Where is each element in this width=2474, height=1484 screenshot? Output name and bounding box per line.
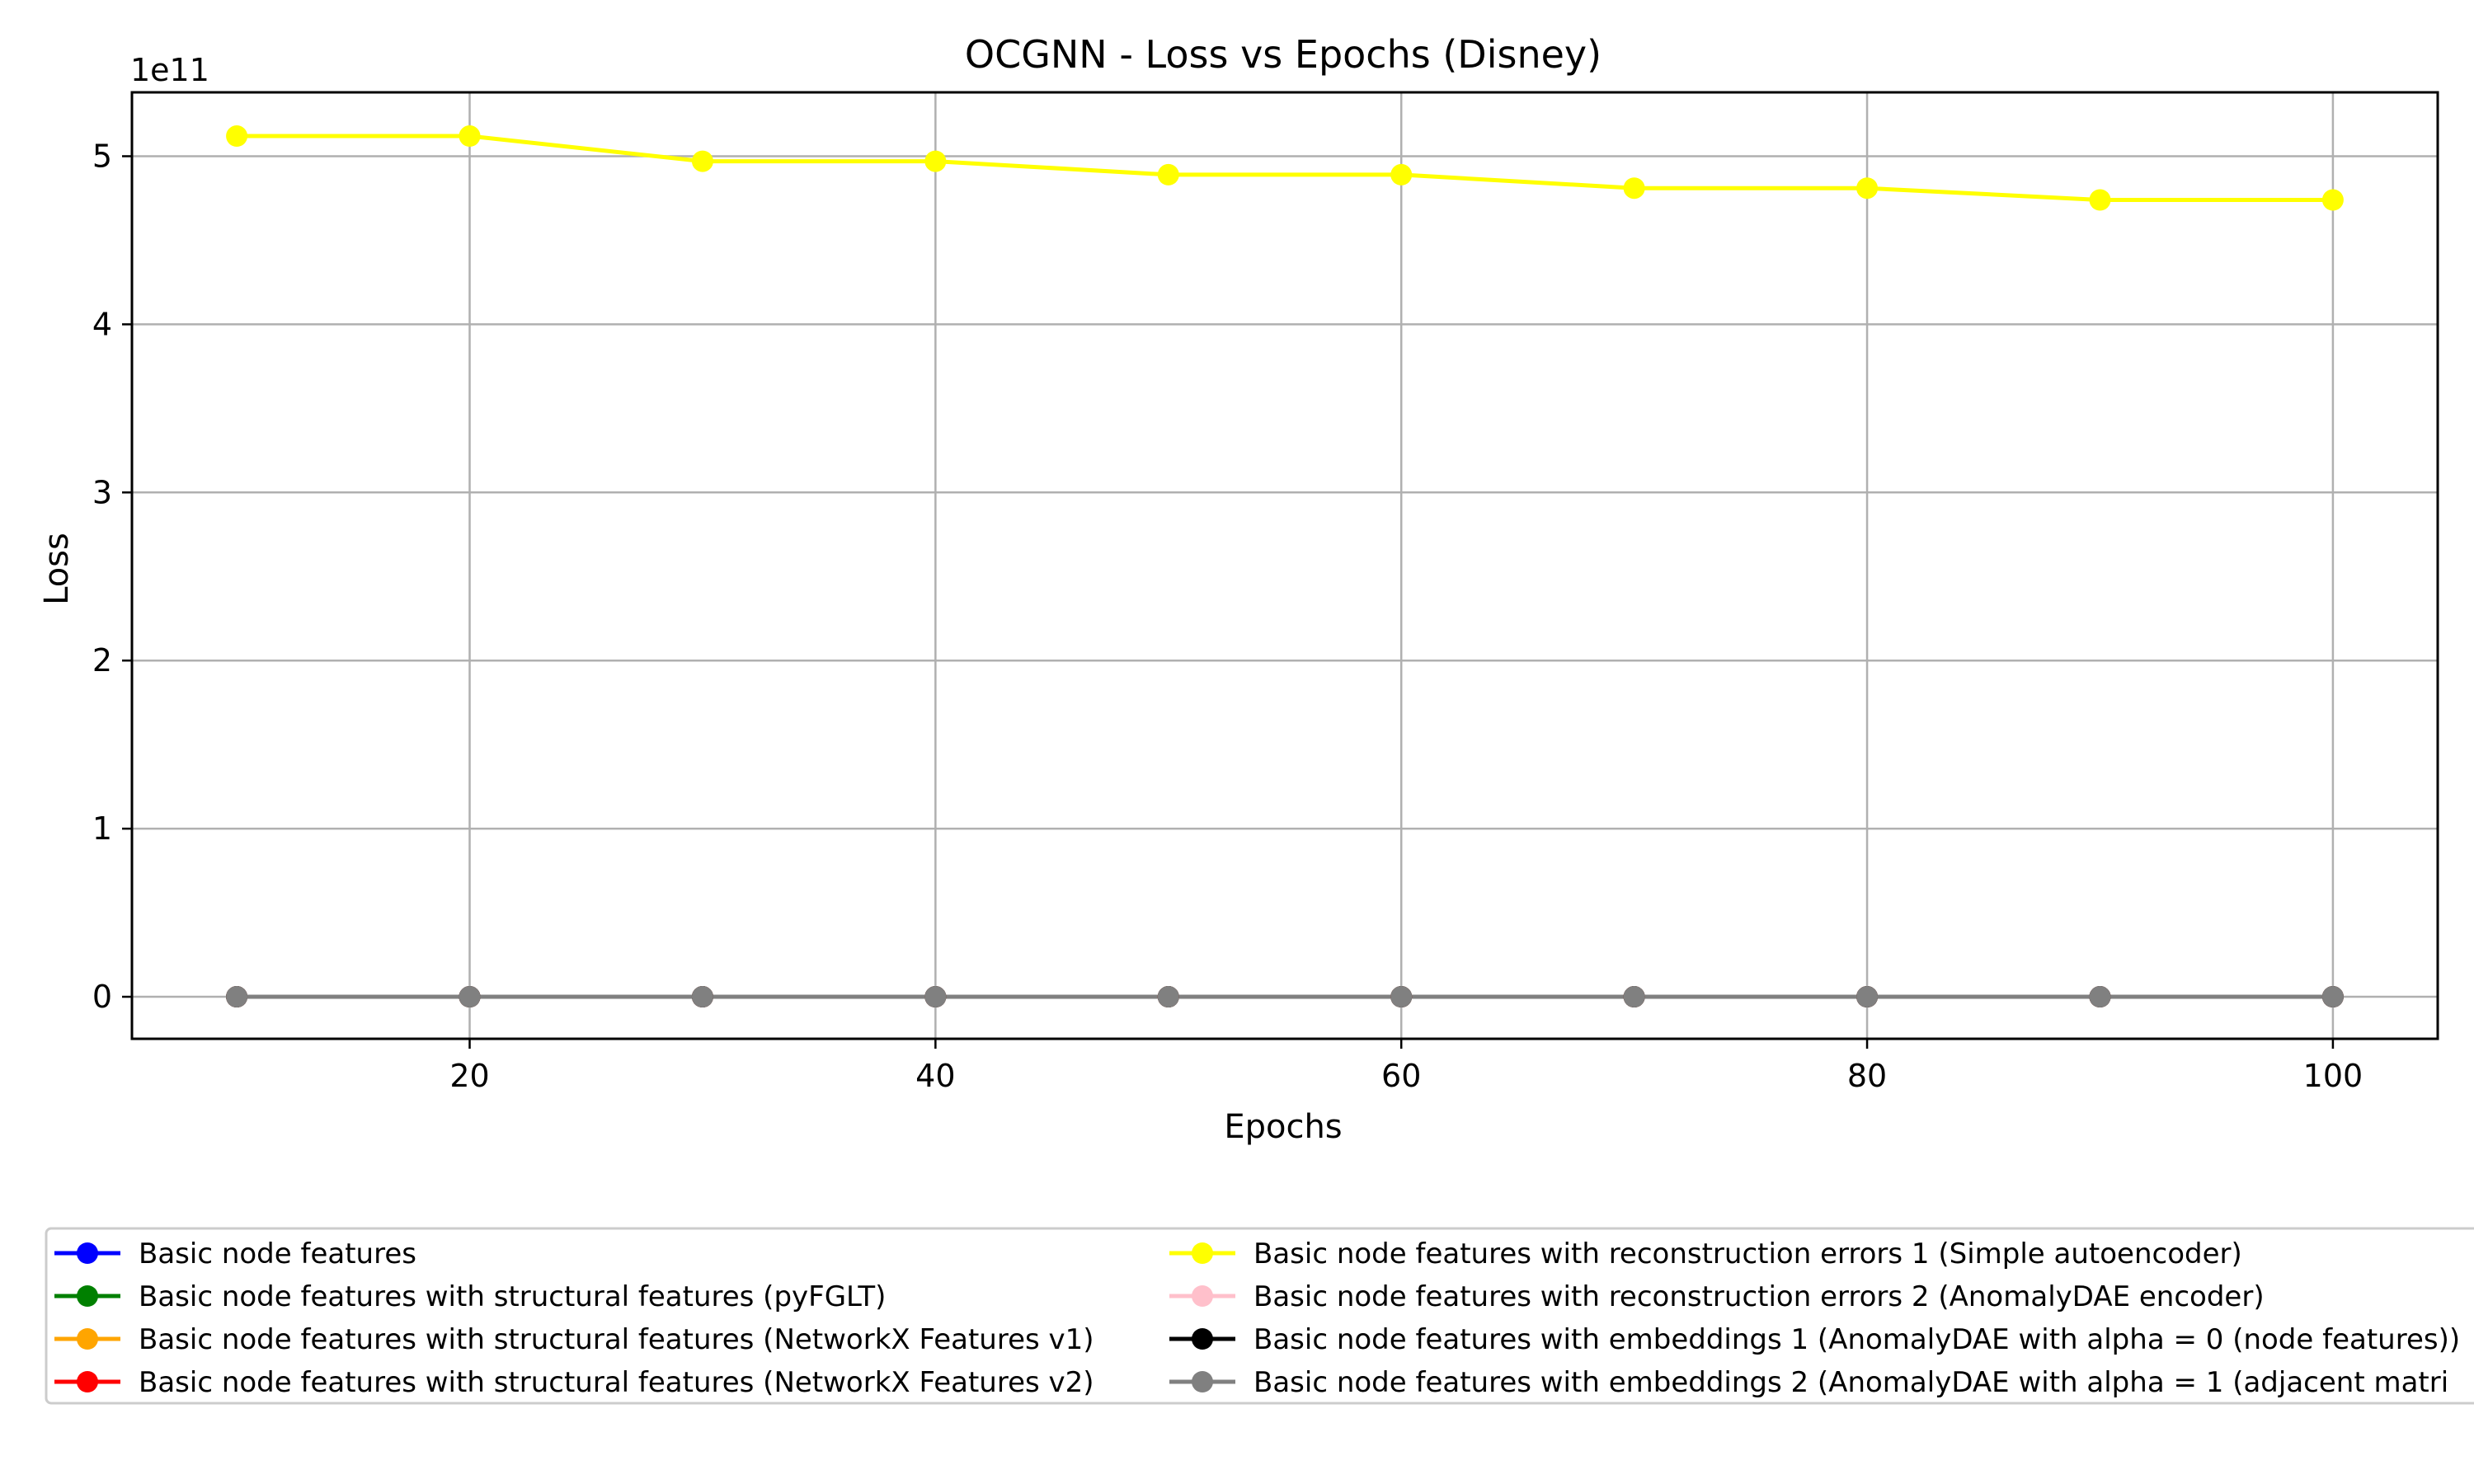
legend-label: Basic node features xyxy=(139,1237,416,1270)
data-point xyxy=(1390,986,1413,1008)
plot-frame xyxy=(130,91,2439,1040)
y-axis-ticks: 0 1 2 3 4 5 xyxy=(92,138,132,1015)
x-tick-label: 20 xyxy=(449,1058,489,1094)
data-point xyxy=(226,125,248,148)
x-axis-label: Epochs xyxy=(1224,1108,1342,1146)
data-point xyxy=(2321,189,2344,211)
grid-lines xyxy=(132,92,2438,1039)
legend-swatch-marker xyxy=(77,1328,98,1350)
legend-label: Basic node features with reconstruction … xyxy=(1253,1237,2242,1270)
y-tick-label: 4 xyxy=(92,306,112,342)
x-tick-label: 100 xyxy=(2303,1058,2363,1094)
series-points xyxy=(226,125,2344,1008)
data-point xyxy=(1856,986,1879,1008)
data-point xyxy=(1623,986,1645,1008)
data-point xyxy=(924,986,947,1008)
legend-swatch-marker xyxy=(77,1242,98,1264)
data-point xyxy=(691,986,713,1008)
legend-label: Basic node features with structural feat… xyxy=(139,1280,886,1313)
data-point xyxy=(924,150,947,172)
legend-swatch-marker xyxy=(1192,1328,1213,1350)
y-tick-label: 2 xyxy=(92,642,112,679)
legend-swatch-marker xyxy=(1192,1285,1213,1307)
legend: Basic node features Basic node features w… xyxy=(54,1237,2460,1399)
x-tick-label: 40 xyxy=(915,1058,955,1094)
data-point xyxy=(1856,177,1879,200)
y-axis-label: Loss xyxy=(38,533,76,605)
data-point xyxy=(459,125,481,148)
data-point xyxy=(2321,986,2344,1008)
data-point xyxy=(691,150,713,172)
y-tick-label: 1 xyxy=(92,810,112,847)
data-point xyxy=(226,986,248,1008)
legend-box xyxy=(45,1227,2474,1405)
data-point xyxy=(2089,189,2111,211)
x-tick-label: 80 xyxy=(1847,1058,1887,1094)
series-lines xyxy=(237,134,2333,999)
legend-label: Basic node features with structural feat… xyxy=(139,1323,1094,1356)
legend-swatch-marker xyxy=(77,1371,98,1392)
data-point xyxy=(459,986,481,1008)
legend-swatch-marker xyxy=(1192,1242,1213,1264)
legend-label: Basic node features with structural feat… xyxy=(139,1366,1094,1399)
legend-swatch-marker xyxy=(1192,1371,1213,1392)
legend-label: Basic node features with embeddings 1 (A… xyxy=(1253,1323,2460,1356)
y-offset-label: 1e11 xyxy=(130,52,209,88)
series-line xyxy=(237,134,2333,203)
chart-title: OCGNN - Loss vs Epochs (Disney) xyxy=(965,32,1602,77)
x-tick-label: 60 xyxy=(1381,1058,1421,1094)
data-point xyxy=(1390,163,1413,186)
data-point xyxy=(1157,986,1179,1008)
legend-label: Basic node features with embeddings 2 (A… xyxy=(1253,1366,2448,1399)
x-axis-ticks: 20 40 60 80 100 xyxy=(449,1039,2363,1094)
data-point xyxy=(1157,163,1179,186)
data-point xyxy=(2089,986,2111,1008)
y-tick-label: 3 xyxy=(92,474,112,510)
y-tick-label: 5 xyxy=(92,138,112,174)
legend-swatch-marker xyxy=(77,1285,98,1307)
y-tick-label: 0 xyxy=(92,979,112,1015)
legend-label: Basic node features with reconstruction … xyxy=(1253,1280,2265,1313)
data-point xyxy=(1623,177,1645,200)
